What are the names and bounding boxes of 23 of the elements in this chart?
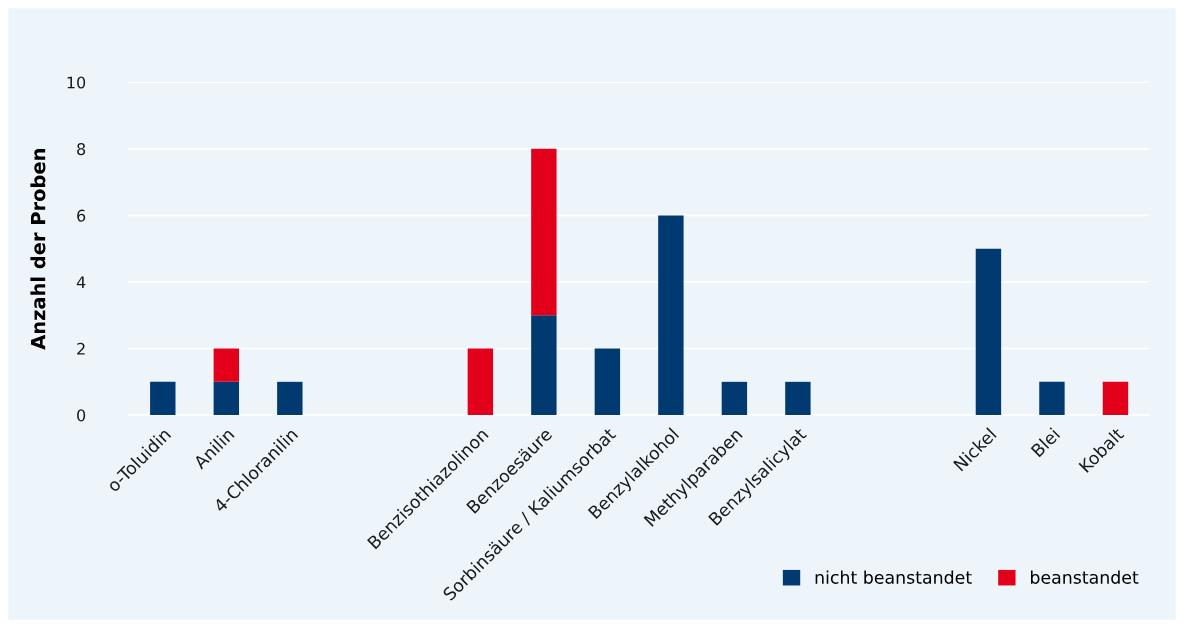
bar — [975, 248, 1002, 416]
bar — [1102, 381, 1129, 416]
bar — [277, 381, 303, 416]
y-tick-label: 8 — [77, 143, 86, 156]
y-tick-label: 10 — [67, 76, 86, 89]
legend-label: beanstandet — [1031, 570, 1139, 584]
bar — [721, 381, 748, 416]
y-tick-label: 2 — [77, 342, 85, 355]
y-tick-label: 4 — [76, 276, 86, 289]
bar — [785, 381, 811, 416]
bar — [531, 148, 557, 316]
bar — [213, 381, 240, 416]
bar — [1039, 381, 1065, 416]
y-axis-title: Anzahl der Proben — [30, 149, 46, 350]
y-tick-label: 0 — [77, 409, 86, 422]
bar — [213, 348, 240, 382]
bar — [531, 315, 557, 416]
bar — [658, 215, 684, 416]
bar — [150, 381, 176, 416]
bar — [594, 348, 621, 416]
legend-label: nicht beanstandet — [815, 570, 972, 584]
bar — [467, 348, 494, 416]
y-tick-label: 6 — [77, 209, 86, 222]
